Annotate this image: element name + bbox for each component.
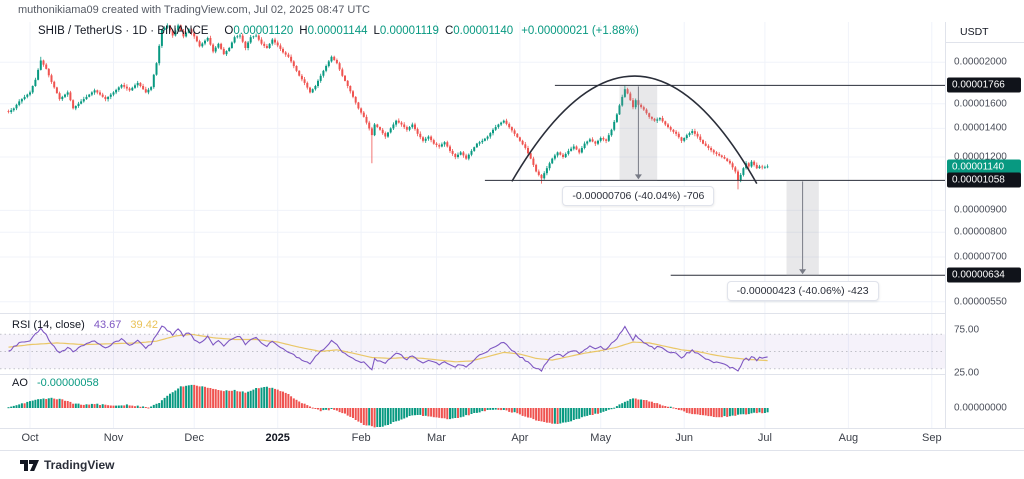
- chart-plot-area[interactable]: [0, 22, 945, 450]
- pane-separator-ao[interactable]: [0, 374, 1024, 375]
- drawing-level-lines[interactable]: [484, 84, 945, 276]
- measure-label-1[interactable]: -0.00000706 (-40.04%) -706: [562, 186, 715, 207]
- price-scale[interactable]: USDT 0.00002000 0.00001600 0.00001400 0.000…: [945, 22, 1024, 428]
- measure-band-1[interactable]: [619, 85, 658, 181]
- close-value: 0.00001140: [453, 25, 514, 37]
- ao-title: AO: [12, 377, 28, 389]
- drawing-arc[interactable]: [511, 75, 758, 184]
- time-axis-label: Apr: [511, 432, 529, 444]
- rsi-legend[interactable]: RSI (14, close) 43.67 39.42: [12, 319, 158, 331]
- ao-scale-tick: 0.00000000: [954, 402, 1007, 414]
- footer-brand-text[interactable]: TradingView: [44, 458, 115, 472]
- price-tick: 0.00000700: [954, 251, 1007, 263]
- time-axis-label: Jun: [675, 432, 694, 444]
- rsi-bands: [0, 333, 945, 370]
- grid: [0, 22, 945, 428]
- low-label: L: [373, 25, 380, 37]
- time-axis-label: Jul: [757, 432, 772, 444]
- level-price-badge: 0.00000634: [947, 267, 1021, 283]
- rsi-value: 43.67: [93, 319, 122, 331]
- ao-histogram: [7, 384, 769, 428]
- time-axis-label: May: [590, 432, 612, 444]
- footer-bar: TradingView: [0, 450, 1024, 479]
- rsi-ma-line: [8, 333, 768, 363]
- price-tick: 0.00000900: [954, 204, 1007, 216]
- rsi-line: [8, 325, 768, 372]
- symbol-title[interactable]: SHIB / TetherUS · 1D · BINANCE: [38, 25, 209, 37]
- tradingview-logo-icon[interactable]: [20, 458, 40, 472]
- rsi-ma-value: 39.42: [130, 319, 158, 331]
- time-axis-label: Feb: [351, 432, 371, 444]
- level-price-badge: 0.00001058: [947, 172, 1021, 188]
- high-value: 0.00001144: [307, 25, 368, 37]
- price-tick: 0.00001200: [954, 151, 1007, 163]
- open-label: O: [224, 25, 234, 37]
- currency-label: USDT: [946, 22, 1024, 43]
- main-chart-svg: [0, 22, 945, 428]
- last-price-badge: 0.00001140: [947, 159, 1021, 174]
- pane-separator-rsi[interactable]: [0, 313, 1024, 314]
- rsi-scale-tick: 75.00: [954, 324, 980, 336]
- ao-value: -0.00000058: [36, 377, 99, 389]
- measure-label-2[interactable]: -0.00000423 (-40.06%) -423: [726, 281, 879, 302]
- time-axis-label: Dec: [184, 432, 204, 444]
- time-axis-label: Aug: [838, 432, 859, 444]
- price-tick: 0.00000550: [954, 296, 1007, 308]
- rsi-scale-tick: 25.00: [954, 367, 980, 379]
- rsi-params: (14, close): [33, 319, 85, 331]
- time-axis-label: Oct: [21, 432, 39, 444]
- low-value: 0.00001119: [379, 25, 439, 37]
- measure-band-2[interactable]: [786, 180, 819, 276]
- price-tick: 0.00001400: [954, 122, 1007, 134]
- time-axis-label: Nov: [103, 432, 124, 444]
- time-axis-label: Sep: [922, 432, 942, 444]
- open-value: 0.00001120: [233, 25, 294, 37]
- time-axis-label: Mar: [427, 432, 446, 444]
- symbol-bar: SHIB / TetherUS · 1D · BINANCE O0.0000112…: [38, 25, 639, 37]
- rsi-title: RSI: [12, 319, 31, 331]
- ao-legend[interactable]: AO -0.00000058: [12, 377, 99, 389]
- close-label: C: [444, 25, 454, 37]
- price-tick: 0.00001600: [954, 98, 1007, 110]
- change-value: +0.00000021 (+1.88%): [521, 25, 639, 37]
- high-label: H: [299, 25, 308, 37]
- attribution-text: muthonikiama09 created with TradingView.…: [18, 4, 370, 16]
- price-tick: 0.00000800: [954, 226, 1007, 238]
- price-tick: 0.00002000: [954, 56, 1007, 68]
- candlestick-series: [7, 23, 769, 190]
- time-axis[interactable]: Oct Nov Dec 2025 Feb Mar Apr May Jun Jul Aug Sep: [0, 428, 945, 450]
- time-axis-separator: [0, 428, 1024, 429]
- time-axis-label: 2025: [265, 432, 290, 444]
- level-price-badge: 0.00001766: [947, 77, 1021, 93]
